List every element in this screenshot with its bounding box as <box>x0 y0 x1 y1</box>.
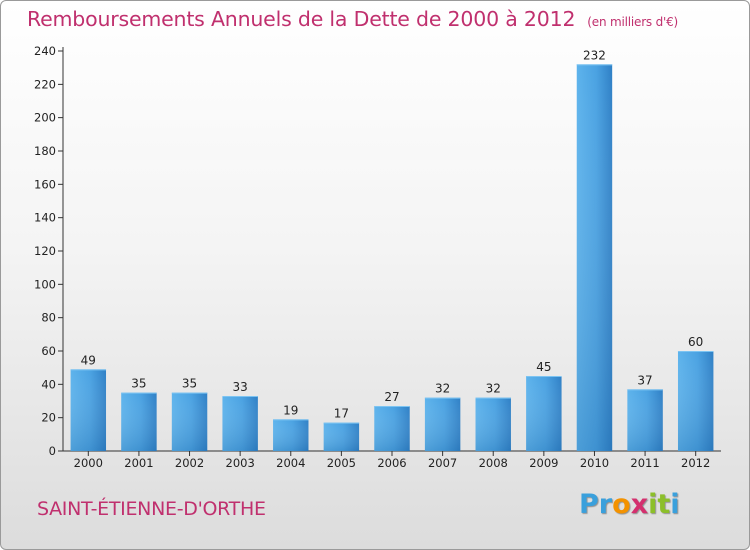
y-tick-label: 60 <box>41 344 56 358</box>
x-tick-label: 2011 <box>630 456 659 470</box>
bar-shade <box>273 419 309 451</box>
bar-shade <box>374 406 410 451</box>
proxiti-logo: Proxiti <box>579 489 680 520</box>
y-tick-label: 20 <box>41 411 56 425</box>
y-tick-label: 240 <box>34 44 56 58</box>
x-tick-label: 2005 <box>327 456 356 470</box>
logo-letter: i <box>648 489 658 520</box>
bar-value-label: 232 <box>583 48 606 62</box>
bar-value-label: 27 <box>384 390 399 404</box>
bar-value-label: 60 <box>688 335 703 349</box>
bar-value-label: 17 <box>334 407 349 421</box>
x-tick-label: 2010 <box>580 456 609 470</box>
chart-title: Remboursements Annuels de la Dette de 20… <box>27 7 678 31</box>
x-tick-label: 2003 <box>226 456 255 470</box>
y-tick-label: 40 <box>41 377 56 391</box>
bar-shade <box>475 397 511 451</box>
x-tick-label: 2000 <box>74 456 103 470</box>
bar-shade <box>677 351 714 451</box>
y-tick-label: 120 <box>34 244 56 258</box>
x-tick-label: 2012 <box>681 456 710 470</box>
bar-shade <box>424 397 461 451</box>
y-tick-label: 80 <box>41 311 56 325</box>
x-tick-label: 2004 <box>276 456 305 470</box>
bar-shade <box>627 389 663 451</box>
y-tick-label: 160 <box>34 177 56 191</box>
bar-value-label: 32 <box>486 382 501 396</box>
bar-value-label: 33 <box>233 380 248 394</box>
y-tick-label: 180 <box>34 144 56 158</box>
y-tick-label: 200 <box>34 111 56 125</box>
logo-letter: t <box>657 489 671 520</box>
bar-value-label: 45 <box>536 360 551 374</box>
chart-unit: (en milliers d'€) <box>587 15 679 29</box>
x-tick-label: 2008 <box>479 456 508 470</box>
x-tick-label: 2001 <box>124 456 153 470</box>
logo-letter: r <box>598 489 613 520</box>
y-tick-label: 140 <box>34 211 56 225</box>
bar-shade <box>222 396 258 451</box>
bar-shade <box>323 422 360 451</box>
bar-shade <box>70 369 107 451</box>
logo-letter: o <box>612 489 631 520</box>
chart-title-text: Remboursements Annuels de la Dette de 20… <box>27 7 576 31</box>
logo-letter: P <box>579 489 599 520</box>
x-tick-label: 2002 <box>175 456 204 470</box>
bar-value-label: 35 <box>131 377 146 391</box>
x-tick-label: 2007 <box>428 456 457 470</box>
bar-value-label: 49 <box>81 353 96 367</box>
bar-value-label: 19 <box>283 403 298 417</box>
x-tick-label: 2006 <box>377 456 406 470</box>
y-tick-label: 0 <box>49 444 56 458</box>
y-tick-label: 220 <box>34 77 56 91</box>
bar-value-label: 32 <box>435 382 450 396</box>
bar-shade <box>171 392 208 451</box>
bar-shade <box>576 64 613 452</box>
logo-letter: x <box>630 489 649 520</box>
bar-value-label: 37 <box>637 373 652 387</box>
bar-value-label: 35 <box>182 377 197 391</box>
logo-letter: i <box>670 489 680 520</box>
x-tick-label: 2009 <box>529 456 558 470</box>
bar-shade <box>526 376 562 451</box>
bar-shade <box>121 392 157 451</box>
commune-name: SAINT-ÉTIENNE-D'ORTHE <box>37 498 266 520</box>
y-tick-label: 100 <box>34 277 56 291</box>
